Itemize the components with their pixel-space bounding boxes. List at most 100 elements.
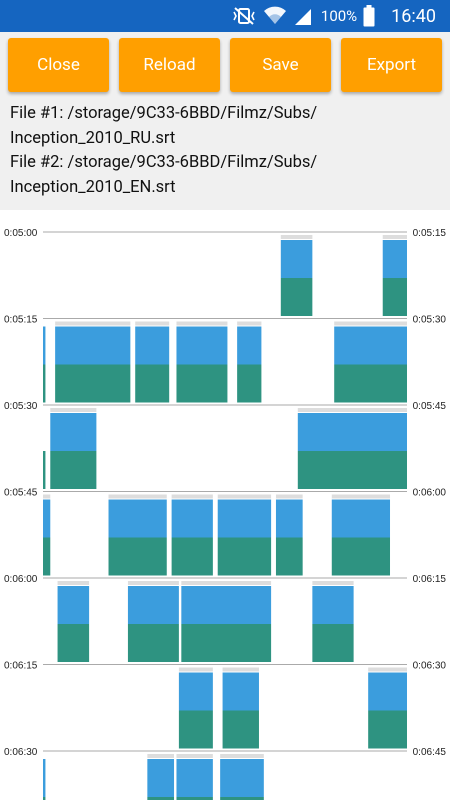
close-button[interactable]: Close <box>8 38 109 92</box>
row-start-time: 0:05:45 <box>4 488 38 499</box>
subtitle-block-file1 <box>178 672 213 711</box>
subtitle-block-file2 <box>297 451 407 489</box>
subtitle-block-file1 <box>368 672 407 711</box>
row-end-time: 0:06:30 <box>413 661 447 672</box>
export-button[interactable]: Export <box>341 38 442 92</box>
subtitle-block-file2 <box>43 364 46 403</box>
row-start-time: 0:06:15 <box>4 661 38 672</box>
subtitle-gap-marker <box>181 581 272 585</box>
subtitle-block-file1 <box>275 499 303 538</box>
file1-name: Inception_2010_RU.srt <box>10 128 176 148</box>
subtitle-gap-marker <box>312 581 354 585</box>
subtitle-gap-marker <box>297 408 407 412</box>
subtitle-block-file1 <box>57 586 90 624</box>
subtitle-block-file1 <box>55 326 131 365</box>
subtitle-block-file2 <box>55 364 131 403</box>
signal-icon <box>294 9 311 25</box>
subtitle-block-file1 <box>220 759 264 797</box>
subtitle-block-file2 <box>220 797 264 800</box>
subtitle-block-file2 <box>43 797 46 800</box>
subtitle-block-file1 <box>222 672 259 711</box>
row-end-time: 0:05:45 <box>413 401 447 412</box>
subtitle-gap-marker <box>275 494 303 499</box>
subtitle-block-file1 <box>181 586 272 624</box>
subtitle-gap-marker <box>368 667 407 672</box>
subtitle-block-file1 <box>43 326 46 365</box>
mute-vibrate-icon <box>233 7 255 25</box>
subtitle-block-file1 <box>312 586 354 624</box>
subtitle-block-file2 <box>171 537 213 576</box>
subtitle-block-file2 <box>181 624 272 662</box>
row-end-time: 0:06:45 <box>413 747 447 758</box>
status-icons: 100% 16:40 <box>231 0 436 32</box>
subtitle-gap-marker <box>280 235 313 239</box>
wifi-icon <box>263 6 286 24</box>
subtitle-block-file1 <box>50 413 97 451</box>
subtitle-block-file2 <box>57 624 90 662</box>
subtitle-block-file2 <box>280 278 313 316</box>
subtitle-block-file1 <box>237 326 262 365</box>
row-end-time: 0:05:15 <box>413 228 447 239</box>
subtitle-gap-marker <box>382 235 407 239</box>
subtitle-block-file2 <box>50 451 97 489</box>
subtitle-gap-marker <box>331 494 391 499</box>
row-start-time: 0:05:00 <box>4 228 38 239</box>
row-start-time: 0:06:30 <box>4 747 38 758</box>
subtitle-block-file2 <box>368 710 407 749</box>
subtitle-block-file1 <box>382 240 407 278</box>
subtitle-gap-marker <box>127 581 179 585</box>
subtitle-gap-marker <box>220 754 264 758</box>
subtitle-block-file2 <box>147 797 175 800</box>
subtitle-block-file1 <box>297 413 407 451</box>
subtitle-block-file2 <box>237 364 262 403</box>
subtitle-gap-marker <box>237 321 262 326</box>
save-button[interactable]: Save <box>230 38 331 92</box>
subtitle-block-file1 <box>217 499 272 538</box>
subtitle-block-file1 <box>331 499 391 538</box>
battery-percent: 100% <box>320 7 358 25</box>
subtitle-gap-marker <box>334 321 407 326</box>
row-end-time: 0:05:30 <box>413 315 447 326</box>
subtitle-gap-marker <box>171 494 213 499</box>
subtitle-block-file2 <box>43 537 51 576</box>
clock: 16:40 <box>391 5 436 27</box>
subtitle-block-file1 <box>176 759 213 797</box>
row-end-time: 0:06:00 <box>413 488 447 499</box>
file1-path: File #1: /storage/9C33-6BBD/Filmz/Subs/ <box>10 104 318 123</box>
subtitle-gap-marker <box>178 667 213 672</box>
subtitle-gap-marker <box>176 321 228 326</box>
subtitle-gap-marker <box>57 581 90 585</box>
subtitle-block-file1 <box>334 326 407 365</box>
subtitle-block-file2 <box>108 537 167 576</box>
subtitle-block-file2 <box>127 624 179 662</box>
row-start-time: 0:05:15 <box>4 315 38 326</box>
row-end-time: 0:06:15 <box>413 574 447 585</box>
subtitle-block-file1 <box>280 240 313 278</box>
subtitle-block-file2 <box>176 797 213 800</box>
subtitle-block-file2 <box>312 624 354 662</box>
subtitle-gap-marker <box>135 321 170 326</box>
reload-button[interactable]: Reload <box>119 38 220 92</box>
subtitle-gap-marker <box>147 754 175 758</box>
subtitle-block-file2 <box>275 537 303 576</box>
row-start-time: 0:06:00 <box>4 574 38 585</box>
status-bar: 100% 16:40 <box>0 0 450 32</box>
subtitle-block-file1 <box>135 326 170 365</box>
subtitle-block-file2 <box>222 710 259 749</box>
subtitle-block-file1 <box>176 326 228 365</box>
subtitle-block-file2 <box>176 364 228 403</box>
subtitle-block-file1 <box>108 499 167 538</box>
subtitle-block-file2 <box>135 364 170 403</box>
subtitle-gap-marker <box>217 494 272 499</box>
subtitle-block-file2 <box>334 364 407 403</box>
subtitle-block-file1 <box>171 499 213 538</box>
subtitle-gap-marker <box>43 494 51 499</box>
file2-path: File #2: /storage/9C33-6BBD/Filmz/Subs/ <box>10 153 318 172</box>
file-info: File #1: /storage/9C33-6BBD/Filmz/Subs/ … <box>10 102 440 200</box>
file2-name: Inception_2010_EN.srt <box>10 177 176 197</box>
subtitle-block-file1 <box>147 759 175 797</box>
subtitle-block-file2 <box>43 451 46 489</box>
subtitle-block-file1 <box>43 499 51 538</box>
subtitle-block-file2 <box>217 537 272 576</box>
subtitle-timeline[interactable]: 0:05:00 0:05:15 0:05:15 0:05:30 0:05:30 0:05:… <box>0 210 450 800</box>
